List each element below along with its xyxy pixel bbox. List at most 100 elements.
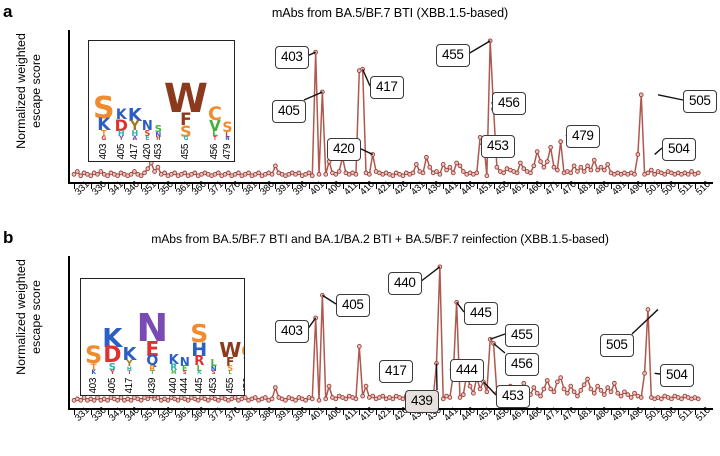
logo-letter: N bbox=[136, 306, 169, 351]
panel-b-plot-area: 331 336 341 346 351 356 361 366 371 376 381 386 391 3… bbox=[68, 256, 713, 424]
position-callout-444: 444 bbox=[450, 359, 484, 382]
x-tick bbox=[694, 184, 696, 189]
x-tick bbox=[627, 184, 629, 189]
logo-position-label: 403 bbox=[98, 143, 110, 160]
x-tick bbox=[359, 184, 361, 189]
x-tick bbox=[124, 410, 126, 415]
x-tick bbox=[392, 184, 394, 189]
position-callout-505: 505 bbox=[600, 334, 634, 357]
logo-column-453: S N H 453 bbox=[152, 124, 164, 160]
x-tick bbox=[292, 410, 294, 415]
panel-b-y-axis bbox=[68, 256, 70, 408]
logo-letter: E bbox=[145, 336, 160, 361]
x-tick bbox=[74, 410, 75, 415]
logo-column-504: DE504 bbox=[233, 127, 234, 159]
logo-letter: H bbox=[126, 365, 132, 373]
logo-position-label: 455 bbox=[224, 377, 236, 394]
logo-column-405: K D H Y 405 bbox=[115, 108, 128, 159]
logo-letter: V bbox=[209, 116, 221, 135]
x-tick bbox=[157, 184, 159, 189]
logo-letter: S bbox=[222, 119, 233, 136]
logo-letter: F bbox=[226, 354, 235, 369]
logo-letter: S bbox=[227, 364, 234, 374]
logo-letter: S bbox=[211, 369, 216, 376]
position-callout-405: 405 bbox=[272, 100, 306, 123]
logo-letter: Q bbox=[146, 353, 159, 370]
logo-letter: S bbox=[180, 121, 192, 141]
logo-position-label: 417 bbox=[129, 143, 141, 160]
logo-position-label: 453 bbox=[208, 377, 220, 394]
logo-letter: E bbox=[145, 135, 150, 143]
logo-position-label: 405 bbox=[106, 377, 118, 394]
position-callout-417: 417 bbox=[379, 360, 413, 383]
position-callout-455: 455 bbox=[436, 44, 470, 67]
position-callout-453: 453 bbox=[496, 385, 530, 408]
logo-column-455: W F S L 455 bbox=[219, 340, 241, 394]
position-callout-456: 456 bbox=[492, 92, 526, 115]
x-tick bbox=[426, 410, 428, 415]
logo-letter: W bbox=[163, 75, 208, 122]
panel-a-y-axis bbox=[68, 30, 70, 182]
x-tick bbox=[611, 410, 612, 415]
logo-column-420: N S E 420 bbox=[141, 119, 153, 159]
x-tick bbox=[225, 410, 226, 415]
logo-letter: N bbox=[141, 119, 153, 135]
position-callout-456: 456 bbox=[505, 353, 539, 376]
x-tick bbox=[275, 184, 277, 189]
position-callout-403: 403 bbox=[275, 320, 309, 343]
x-tick bbox=[560, 410, 562, 415]
x-tick bbox=[527, 184, 529, 189]
x-tick bbox=[208, 184, 210, 189]
x-tick bbox=[107, 410, 109, 415]
position-callout-453: 453 bbox=[481, 135, 515, 158]
position-callout-479: 479 bbox=[566, 125, 600, 148]
logo-letter: E bbox=[181, 364, 188, 374]
logo-letter: S bbox=[108, 362, 116, 374]
logo-letter: R bbox=[149, 364, 156, 374]
x-tick bbox=[258, 410, 260, 415]
logo-column-453: L N S 453 bbox=[208, 358, 220, 394]
position-callout-403: 403 bbox=[275, 46, 309, 69]
x-tick bbox=[74, 184, 75, 189]
panel-b-x-axis bbox=[68, 408, 713, 410]
logo-letter: K bbox=[127, 105, 142, 127]
logo-letter: N bbox=[210, 364, 217, 373]
x-tick bbox=[141, 184, 143, 189]
logo-letter: R bbox=[194, 353, 205, 369]
x-tick bbox=[241, 410, 243, 415]
x-tick bbox=[325, 410, 327, 415]
logo-position-label: 403 bbox=[88, 377, 100, 394]
position-callout-417: 417 bbox=[370, 76, 404, 99]
x-tick bbox=[678, 410, 680, 415]
logo-letter: Y bbox=[119, 135, 124, 143]
logo-position-label: 440 bbox=[168, 377, 180, 394]
logo-letter: N bbox=[179, 354, 190, 369]
position-callout-455: 455 bbox=[505, 324, 539, 347]
position-callout-439: 439 bbox=[405, 390, 439, 413]
logo-letter: H bbox=[156, 135, 161, 142]
logo-position-label: 445 bbox=[193, 377, 205, 394]
x-tick bbox=[141, 410, 143, 415]
logo-letter: L bbox=[228, 369, 232, 376]
logo-column-456: C V L T 456 bbox=[208, 105, 222, 160]
logo-column-403: S K T G 403 bbox=[93, 93, 115, 160]
logo-column-417: K Y H A 417 bbox=[127, 105, 142, 160]
panel-a-sequence-logo: S K T G 403 K D H Y 405 K Y H A 417 N S E 420 S N H 453 W F S G 455… bbox=[88, 40, 235, 162]
logo-letter: N bbox=[155, 130, 162, 139]
logo-letter: N bbox=[225, 135, 230, 142]
x-tick bbox=[594, 184, 596, 189]
logo-letter: T bbox=[90, 362, 97, 373]
panel-b-title: mAbs from BA.5/BF.7 BTI and BA.1/BA.2 BT… bbox=[151, 232, 609, 246]
logo-letter: H bbox=[131, 129, 139, 139]
logo-letter: S bbox=[182, 369, 187, 376]
logo-letter: A bbox=[132, 135, 138, 143]
panel-a-escape-score-trace bbox=[71, 38, 701, 179]
x-tick bbox=[308, 184, 310, 189]
x-tick bbox=[292, 184, 294, 189]
x-tick bbox=[107, 184, 109, 189]
logo-letter: Y bbox=[130, 119, 140, 135]
logo-letter: Y bbox=[110, 369, 115, 377]
logo-position-label: 456 bbox=[209, 143, 221, 160]
x-tick bbox=[460, 410, 461, 415]
logo-position-label: 453 bbox=[152, 143, 164, 160]
